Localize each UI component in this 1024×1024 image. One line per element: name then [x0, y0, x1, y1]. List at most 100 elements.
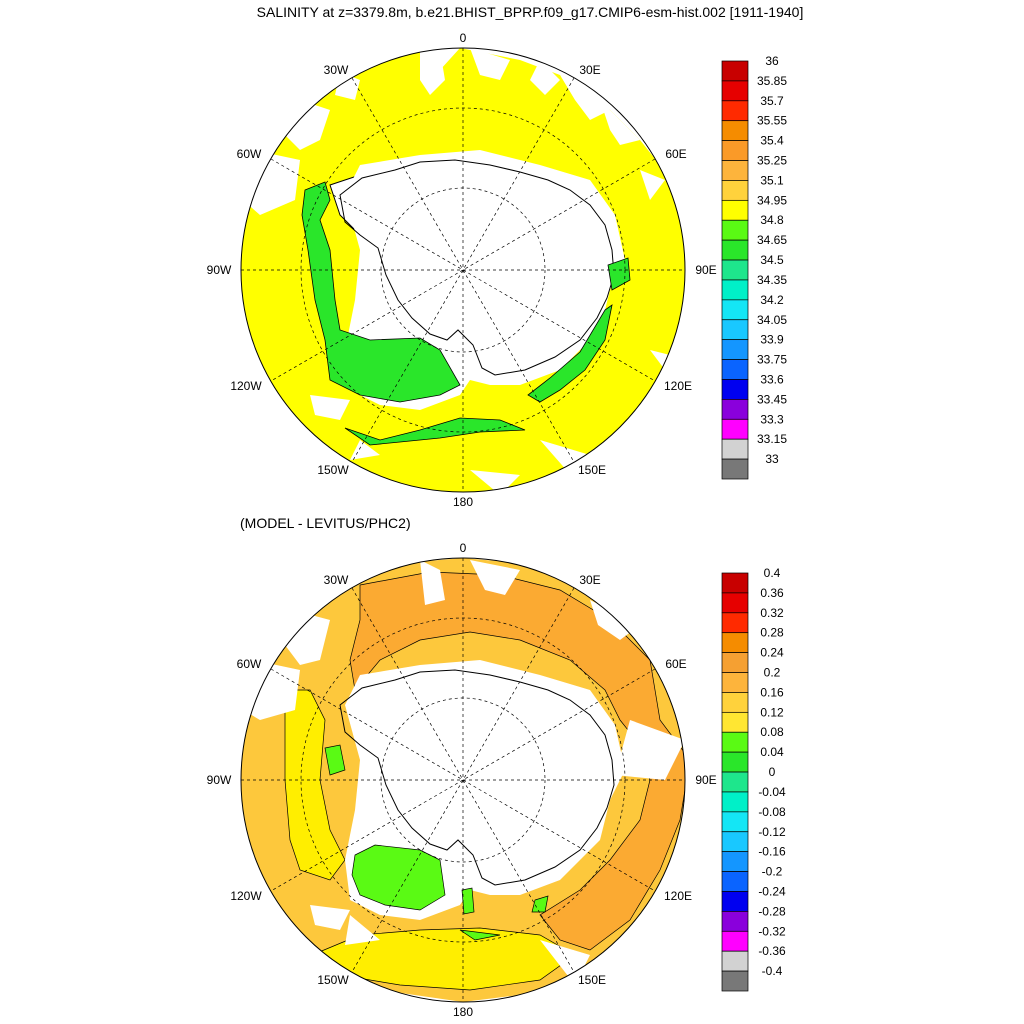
- colorbar-tick-label: -0.32: [758, 924, 786, 938]
- colorbar-swatch: [721, 731, 749, 753]
- salinity-green-south: [344, 417, 526, 446]
- lon-label-120w: 120W: [230, 889, 262, 903]
- colorbar-swatch: [721, 140, 749, 161]
- lon-label-120w: 120W: [230, 379, 262, 393]
- salinity-green-west: [301, 181, 461, 403]
- colorbar-tick-label: 34.5: [760, 253, 784, 267]
- colorbar-swatch: [721, 120, 749, 141]
- colorbar-swatch: [721, 160, 749, 181]
- colorbar-tick-label: 33.45: [757, 392, 787, 406]
- colorbar-swatch: [721, 80, 749, 102]
- graticule: [241, 48, 685, 492]
- colorbar-tick-label: 35.55: [757, 114, 787, 128]
- lon-label-120e: 120E: [664, 889, 692, 903]
- colorbar-swatch: [721, 418, 749, 440]
- colorbar-swatch: [721, 871, 749, 892]
- map-boundary: [240, 47, 686, 493]
- salinity-map-panel: 0 30E 60E 90E 120E 150E 180 150W 120W 90…: [207, 31, 788, 509]
- colorbar-swatch: [721, 791, 749, 813]
- colorbar-swatch: [721, 612, 749, 634]
- lon-label-0: 0: [460, 31, 467, 45]
- colorbar-tick-label: -0.08: [758, 805, 786, 819]
- colorbar-swatch: [721, 399, 749, 420]
- colorbar-tick-label: -0.36: [758, 944, 786, 958]
- lon-label-120e: 120E: [664, 379, 692, 393]
- diff-orange-band: [349, 571, 685, 951]
- lon-label-30w: 30W: [324, 63, 349, 77]
- colorbar-swatch: [721, 180, 749, 201]
- colorbar-tick-label: 35.85: [757, 74, 787, 88]
- colorbar-swatch: [721, 60, 749, 82]
- lon-label-180: 180: [453, 495, 473, 509]
- lon-label-30e: 30E: [579, 63, 600, 77]
- colorbar-tick-label: 33.15: [757, 432, 787, 446]
- colorbar-tick-label: 0.08: [760, 725, 784, 739]
- colorbar-tick-label: 34.65: [757, 233, 787, 247]
- colorbar-swatch: [721, 672, 749, 693]
- colorbar-tick-label: -0.4: [762, 964, 783, 978]
- salinity-field: [241, 48, 685, 492]
- colorbar-swatch: [721, 359, 749, 380]
- lon-label-150e: 150E: [578, 973, 606, 987]
- colorbar-swatch: [721, 458, 749, 480]
- lon-label-90e: 90E: [695, 773, 716, 787]
- colorbar-tick-label: 33.75: [757, 353, 787, 367]
- colorbar-tick-label: -0.2: [762, 865, 783, 879]
- lon-label-90e: 90E: [695, 263, 716, 277]
- antarctica-coast: [339, 159, 615, 376]
- lon-label-30e: 30E: [579, 573, 600, 587]
- colorbar-tick-label: 34.95: [757, 193, 787, 207]
- colorbar-tick-label: -0.24: [758, 884, 786, 898]
- colorbar-tick-label: 34.8: [760, 213, 784, 227]
- colorbar-swatch: [721, 930, 749, 952]
- colorbar-tick-label: 33.6: [760, 372, 784, 386]
- figure-title: SALINITY at z=3379.8m, b.e21.BHIST_BPRP.…: [257, 4, 804, 20]
- colorbar-swatch: [721, 632, 749, 653]
- colorbar-swatch: [721, 652, 749, 673]
- colorbar-tick-label: -0.16: [758, 845, 786, 859]
- colorbar-tick-label: 34.2: [760, 293, 784, 307]
- difference-map-panel: 0 30E 60E 90E 120E 150E 180 150W 120W 90…: [207, 541, 786, 1019]
- colorbar-swatch: [721, 100, 749, 122]
- difference-colorbar: 0.4 0.36 0.32 0.28 0.24 0.2 0.16 0.12 0.08 0.04 0 -…: [721, 566, 786, 992]
- lon-label-90w: 90W: [207, 263, 232, 277]
- colorbar-swatch: [721, 319, 749, 341]
- colorbar-swatch: [721, 339, 749, 360]
- colorbar-tick-label: -0.12: [758, 825, 786, 839]
- colorbar-tick-label: 35.1: [760, 173, 784, 187]
- colorbar-swatch: [721, 771, 749, 793]
- colorbar-tick-label: 0.16: [760, 685, 784, 699]
- colorbar-tick-label: 33: [765, 452, 779, 466]
- colorbar-swatch: [721, 572, 749, 594]
- colorbar-swatch: [721, 692, 749, 713]
- longitude-labels: 0 30E 60E 90E 120E 150E 180 150W 120W 90…: [207, 31, 717, 509]
- lon-label-60e: 60E: [665, 147, 686, 161]
- colorbar-tick-label: 35.25: [757, 154, 787, 168]
- colorbar-swatch: [721, 592, 749, 614]
- colorbar-tick-label: 0.32: [760, 606, 784, 620]
- antarctica-coast-bottom: [339, 669, 615, 886]
- colorbar-tick-label: 0: [769, 765, 776, 779]
- colorbar-swatch: [721, 379, 749, 400]
- colorbar-tick-label: 33.9: [760, 333, 784, 347]
- lon-label-90w: 90W: [207, 773, 232, 787]
- salinity-colorbar: 36 35.85 35.7 35.55 35.4 35.25 35.1 34.95 34.8 34…: [721, 54, 787, 480]
- colorbar-tick-label: 35.4: [760, 134, 784, 148]
- lon-label-150w: 150W: [317, 463, 349, 477]
- panel-subtitle: (MODEL - LEVITUS/PHC2): [240, 515, 411, 531]
- lon-label-150w: 150W: [317, 973, 349, 987]
- lon-label-30w: 30W: [324, 573, 349, 587]
- diff-green-east: [459, 895, 549, 941]
- colorbar-swatch: [721, 199, 749, 221]
- colorbar-swatch: [721, 711, 749, 733]
- lon-label-60e: 60E: [665, 657, 686, 671]
- colorbar-swatch: [721, 219, 749, 241]
- longitude-labels-bottom: 0 30E 60E 90E 120E 150E 180 150W 120W 90…: [207, 541, 717, 1019]
- colorbar-tick-label: 0.28: [760, 626, 784, 640]
- colorbar-swatch: [721, 259, 749, 281]
- colorbar-swatch: [721, 970, 749, 992]
- colorbar-tick-label: 34.05: [757, 313, 787, 327]
- colorbar-swatch: [721, 438, 749, 460]
- colorbar-tick-label: 0.04: [760, 745, 784, 759]
- colorbar-swatch: [721, 950, 749, 972]
